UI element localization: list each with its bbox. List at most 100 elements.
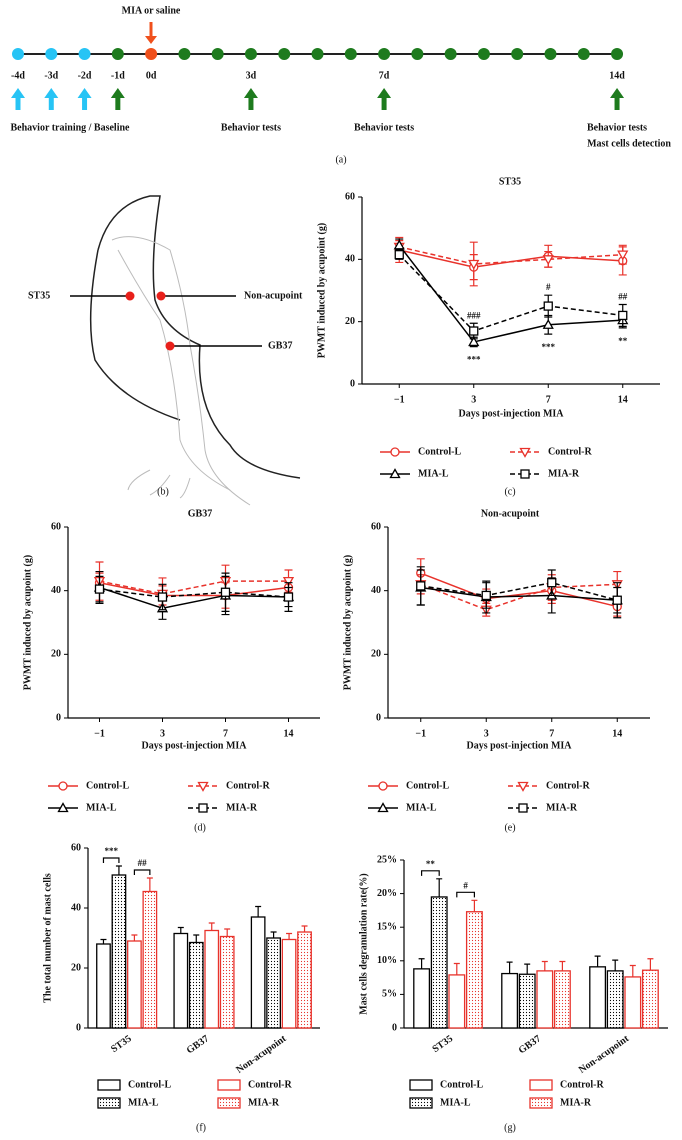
marker	[220, 587, 231, 597]
error-bar	[559, 960, 566, 971]
day-label: 3d	[246, 70, 257, 81]
timeline-note: Behavior training / Baseline	[11, 122, 131, 133]
legend-swatch	[529, 1097, 553, 1109]
series-line	[399, 246, 623, 265]
legend-swatch	[409, 1079, 433, 1091]
legend-label: Control-R	[560, 1079, 604, 1090]
legend-swatch	[529, 1079, 553, 1091]
day-label: -4d	[11, 70, 25, 81]
error-bar	[286, 932, 293, 940]
up-arrow	[44, 88, 59, 110]
marker	[518, 803, 528, 813]
y-tick-label: 20	[345, 316, 355, 327]
x-tick-label: Non-acupoint	[234, 1033, 289, 1076]
x-tick-label: GB37	[517, 1033, 543, 1056]
legend-label: MIA-L	[418, 468, 449, 479]
marker	[542, 318, 554, 329]
up-arrow	[377, 88, 392, 110]
timeline-dot	[178, 48, 191, 60]
timeline-dot	[311, 48, 324, 60]
bar	[188, 941, 204, 1029]
panel-label: (b)	[157, 486, 169, 497]
bar	[465, 911, 483, 1029]
error-bar	[629, 964, 636, 977]
marker	[469, 326, 479, 336]
acupoint-dot	[165, 341, 175, 351]
y-tick-label: 20%	[377, 888, 397, 899]
marker	[378, 781, 388, 791]
marker	[468, 336, 480, 347]
y-tick-label: 0	[392, 1022, 397, 1033]
legend-label: MIA-L	[406, 802, 437, 813]
legend-swatch	[97, 1097, 121, 1109]
legend-label: Control-R	[248, 1079, 292, 1090]
x-axis-label: Days post-injection MIA	[142, 740, 248, 751]
legend-label: MIA-R	[248, 1097, 280, 1108]
legend-label: Control-L	[86, 780, 129, 791]
x-tick-label: 14	[618, 394, 628, 405]
y-tick-label: 0	[56, 712, 61, 723]
error-bar	[115, 865, 122, 875]
error-bar	[647, 958, 654, 971]
x-tick-label: 7	[549, 728, 554, 739]
bone-outline	[117, 249, 231, 491]
y-tick-label: 40	[51, 585, 61, 596]
marker	[542, 255, 554, 266]
timeline-dot	[577, 48, 590, 60]
bone-outline	[111, 236, 251, 506]
marker	[543, 301, 553, 311]
timeline-dot	[45, 48, 58, 60]
y-tick-label: 25%	[377, 854, 397, 865]
bar	[266, 937, 281, 1029]
panel-label: (d)	[194, 822, 206, 833]
bar	[297, 931, 312, 1029]
day-label: 7d	[379, 70, 390, 81]
x-tick-label: ST35	[431, 1033, 456, 1055]
legend-label: Control-R	[548, 446, 592, 457]
series-line	[398, 244, 623, 343]
legend-label: Control-L	[418, 446, 461, 457]
series-line	[420, 581, 618, 601]
marker	[547, 578, 557, 588]
significance-label: **	[426, 859, 436, 869]
panel-label: (g)	[504, 1122, 516, 1133]
error-bar	[208, 922, 215, 931]
panel-label: (c)	[504, 486, 515, 497]
error-bar	[301, 925, 308, 932]
x-tick-label: −1	[94, 728, 105, 739]
error-bar	[418, 958, 425, 969]
x-tick-label: 3	[471, 394, 476, 405]
timeline-note: Mast cells detection	[587, 138, 671, 149]
diagram-label: GB37	[268, 340, 292, 351]
series-line	[420, 586, 618, 601]
panel-label: (e)	[504, 822, 515, 833]
x-tick-label: GB37	[185, 1033, 211, 1056]
bar	[219, 935, 235, 1029]
panel-label: (a)	[335, 154, 346, 165]
bar	[142, 890, 158, 1029]
marker	[519, 447, 531, 458]
error-bar	[100, 938, 107, 944]
diagram-label: Non-acupoint	[244, 290, 303, 301]
marker	[94, 584, 105, 594]
legend-label: Control-L	[406, 780, 449, 791]
leg-outline	[97, 195, 301, 479]
bar	[250, 916, 266, 1029]
day-label: 14d	[609, 70, 625, 81]
marker	[617, 250, 629, 261]
timeline-dot	[411, 48, 424, 60]
bar	[606, 970, 624, 1029]
legend-label: MIA-R	[548, 468, 580, 479]
series-line	[99, 580, 289, 595]
marker	[481, 590, 491, 601]
error-bar	[131, 934, 138, 941]
bar	[536, 970, 554, 1029]
y-tick-label: 60	[345, 191, 355, 202]
bar	[589, 966, 607, 1029]
error-bar	[224, 928, 231, 937]
y-tick-label: 40	[345, 254, 355, 265]
up-arrow	[243, 88, 258, 110]
legend-label: MIA-L	[440, 1097, 471, 1108]
marker	[390, 447, 400, 457]
